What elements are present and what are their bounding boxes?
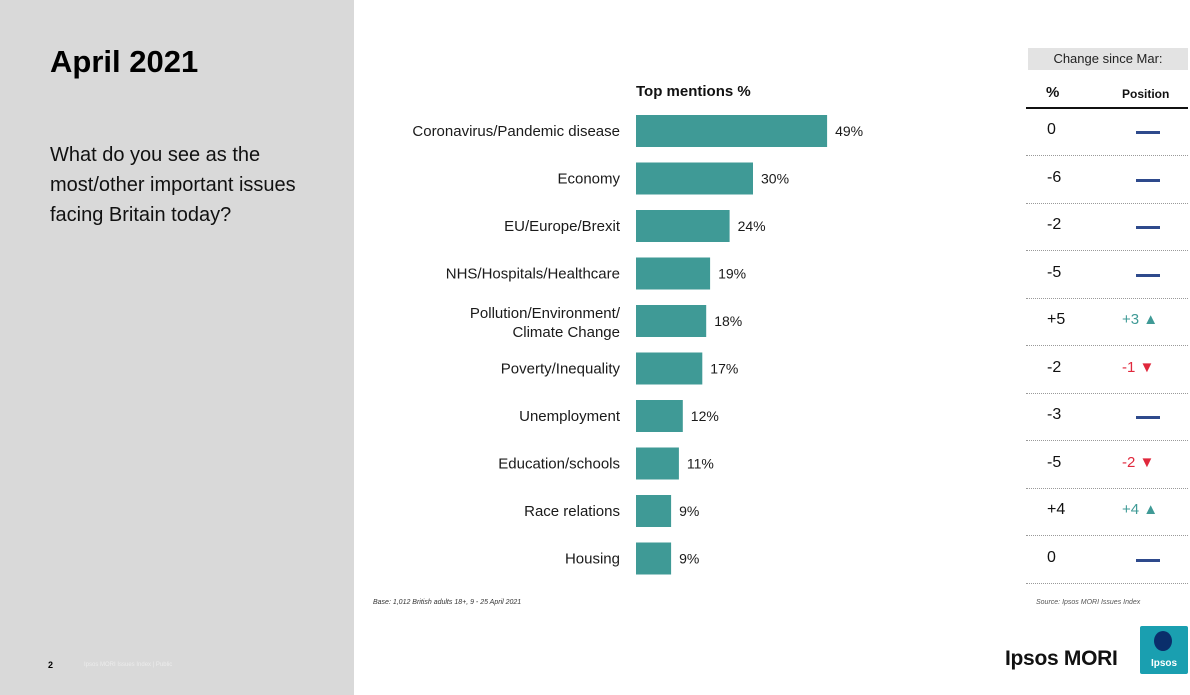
survey-question: What do you see as the most/other import… — [50, 144, 296, 226]
change-row: -2 -1 ▼ — [1026, 347, 1188, 394]
change-pct-value: +5 — [1047, 311, 1066, 328]
change-pct-value: 0 — [1047, 121, 1056, 138]
bar-7 — [636, 447, 679, 480]
value-label-1: 30% — [761, 171, 789, 187]
position-up-value: +3 ▲ — [1122, 311, 1159, 328]
change-row: -6 — [1026, 157, 1188, 204]
change-pct-value: -5 — [1047, 263, 1062, 281]
category-label-8: Race relations — [524, 503, 620, 520]
value-label-3: 19% — [718, 266, 746, 282]
row-divider — [1026, 345, 1188, 346]
chart-title: Top mentions % — [636, 83, 751, 100]
position-up-value: +4 ▲ — [1122, 501, 1159, 518]
bar-4 — [636, 305, 707, 337]
change-row: 0 — [1026, 537, 1188, 584]
page-number: 2 — [48, 660, 54, 670]
change-pct-column-header: % — [1046, 84, 1060, 101]
category-label-3: NHS/Hospitals/Healthcare — [446, 266, 620, 283]
value-label-9: 9% — [679, 551, 699, 567]
position-down-value: -1 ▼ — [1122, 358, 1155, 376]
left-panel — [0, 0, 354, 695]
bar-2 — [636, 210, 730, 242]
row-divider — [1026, 440, 1188, 441]
category-label-1: Economy — [557, 171, 620, 188]
change-position-column-header: Position — [1122, 87, 1170, 101]
row-divider — [1026, 582, 1188, 584]
category-label-4: Pollution/Environment/Climate Change — [470, 305, 621, 341]
bar-3 — [636, 257, 711, 290]
change-pct-value: -2 — [1047, 358, 1062, 376]
source-note: Source: Ipsos MORI Issues Index — [1036, 599, 1141, 606]
category-label-7: Education/schools — [498, 456, 620, 473]
value-label-7: 11% — [687, 456, 714, 472]
row-divider — [1026, 297, 1188, 299]
category-label-5: Poverty/Inequality — [501, 361, 621, 378]
change-row: -2 — [1026, 204, 1188, 251]
no-change-dash-icon — [1136, 416, 1160, 419]
bar-chart: 49% Coronavirus/Pandemic disease 30% Econom… — [412, 115, 863, 575]
row-divider — [1026, 392, 1188, 394]
footer-note: Ipsos MORI Issues Index | Public — [84, 662, 173, 668]
change-row: +5 +3 ▲ — [1026, 299, 1188, 346]
bar-9 — [636, 542, 672, 575]
row-divider — [1026, 155, 1188, 156]
row-divider — [1026, 535, 1188, 536]
no-change-dash-icon — [1136, 131, 1160, 134]
change-pct-value: -6 — [1047, 168, 1062, 186]
row-divider — [1026, 487, 1188, 489]
change-pct-value: -3 — [1047, 406, 1062, 423]
category-label-2: EU/Europe/Brexit — [504, 218, 621, 235]
bar-6 — [636, 400, 683, 432]
ipsos-mori-logo-text: Ipsos MORI — [1005, 647, 1118, 670]
value-label-2: 24% — [738, 218, 766, 234]
change-pct-value: -5 — [1047, 453, 1062, 471]
ipsos-logo-icon: Ipsos — [1140, 626, 1188, 674]
category-label-6: Unemployment — [519, 408, 621, 425]
bar-8 — [636, 495, 672, 527]
logo-mark — [1154, 631, 1172, 651]
no-change-dash-icon — [1136, 226, 1160, 229]
value-label-0: 49% — [835, 123, 863, 139]
no-change-dash-icon — [1136, 558, 1160, 562]
bar-1 — [636, 162, 753, 195]
value-label-4: 18% — [714, 313, 742, 329]
category-label-9: Housing — [565, 551, 620, 568]
position-down-value: -2 ▼ — [1122, 453, 1155, 471]
change-row: -5 — [1026, 252, 1188, 299]
page-title: April 2021 — [50, 44, 199, 79]
value-label-6: 12% — [691, 408, 719, 424]
row-divider — [1026, 202, 1188, 204]
header-rule — [1026, 107, 1188, 109]
change-pct-value: 0 — [1047, 548, 1056, 566]
row-divider — [1026, 250, 1188, 251]
no-change-dash-icon — [1136, 178, 1160, 182]
value-label-5: 17% — [710, 361, 738, 377]
change-row: -5 -2 ▼ — [1026, 442, 1188, 489]
change-pct-value: -2 — [1047, 216, 1062, 233]
logo-box-text: Ipsos — [1150, 658, 1178, 669]
change-row: +4 +4 ▲ — [1026, 489, 1188, 536]
value-label-8: 9% — [679, 503, 699, 519]
base-note: Base: 1,012 British adults 18+, 9 - 25 A… — [373, 599, 522, 606]
change-row: 0 — [1026, 109, 1188, 156]
bar-5 — [636, 352, 703, 385]
category-label-0: Coronavirus/Pandemic disease — [412, 123, 620, 140]
bar-0 — [636, 115, 828, 147]
no-change-dash-icon — [1136, 273, 1160, 277]
change-row: -3 — [1026, 394, 1188, 441]
change-pct-value: +4 — [1047, 501, 1066, 518]
change-table-header: Change since Mar: — [1028, 48, 1188, 70]
